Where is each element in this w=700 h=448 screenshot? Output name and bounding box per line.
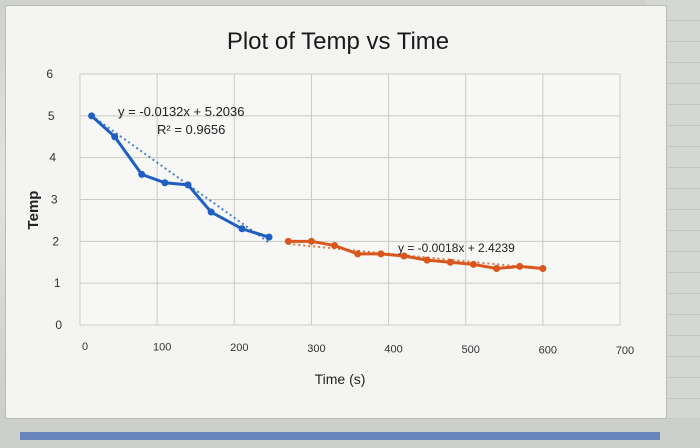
x-tick-label: 300 [307,343,325,355]
x-tick-label: 500 [462,344,480,356]
data-point-1 [88,112,96,120]
data-point-2 [284,237,292,245]
data-point-2 [446,258,454,266]
y-tick-label: 5 [48,109,55,123]
trendline-1 [90,114,270,244]
data-point-1 [184,181,192,189]
y-tick-label: 3 [51,193,58,207]
data-point-2 [307,237,315,245]
data-point-1 [207,208,215,216]
x-tick-label: 100 [153,342,171,354]
y-tick-label: 6 [46,67,53,81]
data-point-1 [238,225,246,233]
y-tick-label: 4 [49,151,56,165]
trendline-equation-2: y = -0.0018x + 2.4239 [398,241,515,255]
tick-layer: 0 1 2 3 4 5 6 0 100 200 300 400 500 600 700 [46,67,634,357]
y-tick-label: 2 [52,234,59,248]
x-tick-label: 400 [384,343,402,355]
data-point-2 [493,265,501,273]
data-point-1 [265,233,273,241]
data-point-1 [161,179,169,187]
data-point-2 [539,265,547,273]
chart-title: Plot of Temp vs Time [226,28,450,55]
data-point-2 [400,252,408,260]
series-layer [88,112,547,273]
x-tick-label: 600 [539,345,557,357]
data-point-1 [138,170,146,178]
data-point-2 [516,262,524,270]
x-tick-label: 0 [82,341,88,353]
x-axis-label: Time (s) [315,371,366,387]
data-point-2 [423,256,431,264]
data-point-2 [469,260,477,268]
trendline-layer [90,114,543,270]
trendline-equation-1: y = -0.0132x + 5.2036 [118,104,244,119]
series-line-2 [288,239,543,271]
series-line-1 [90,114,270,239]
y-axis-label: Temp [25,191,42,230]
y-tick-label: 1 [54,276,61,290]
grid-layer [79,73,621,326]
data-point-2 [354,250,362,258]
x-tick-label: 700 [616,345,634,357]
data-point-2 [377,250,385,258]
x-tick-label: 200 [230,342,248,354]
data-point-1 [111,133,119,141]
y-tick-label: 0 [55,318,62,332]
trendline-r2-1: R² = 0.9656 [157,122,225,137]
selection-strip [20,432,660,440]
data-point-2 [331,242,339,250]
